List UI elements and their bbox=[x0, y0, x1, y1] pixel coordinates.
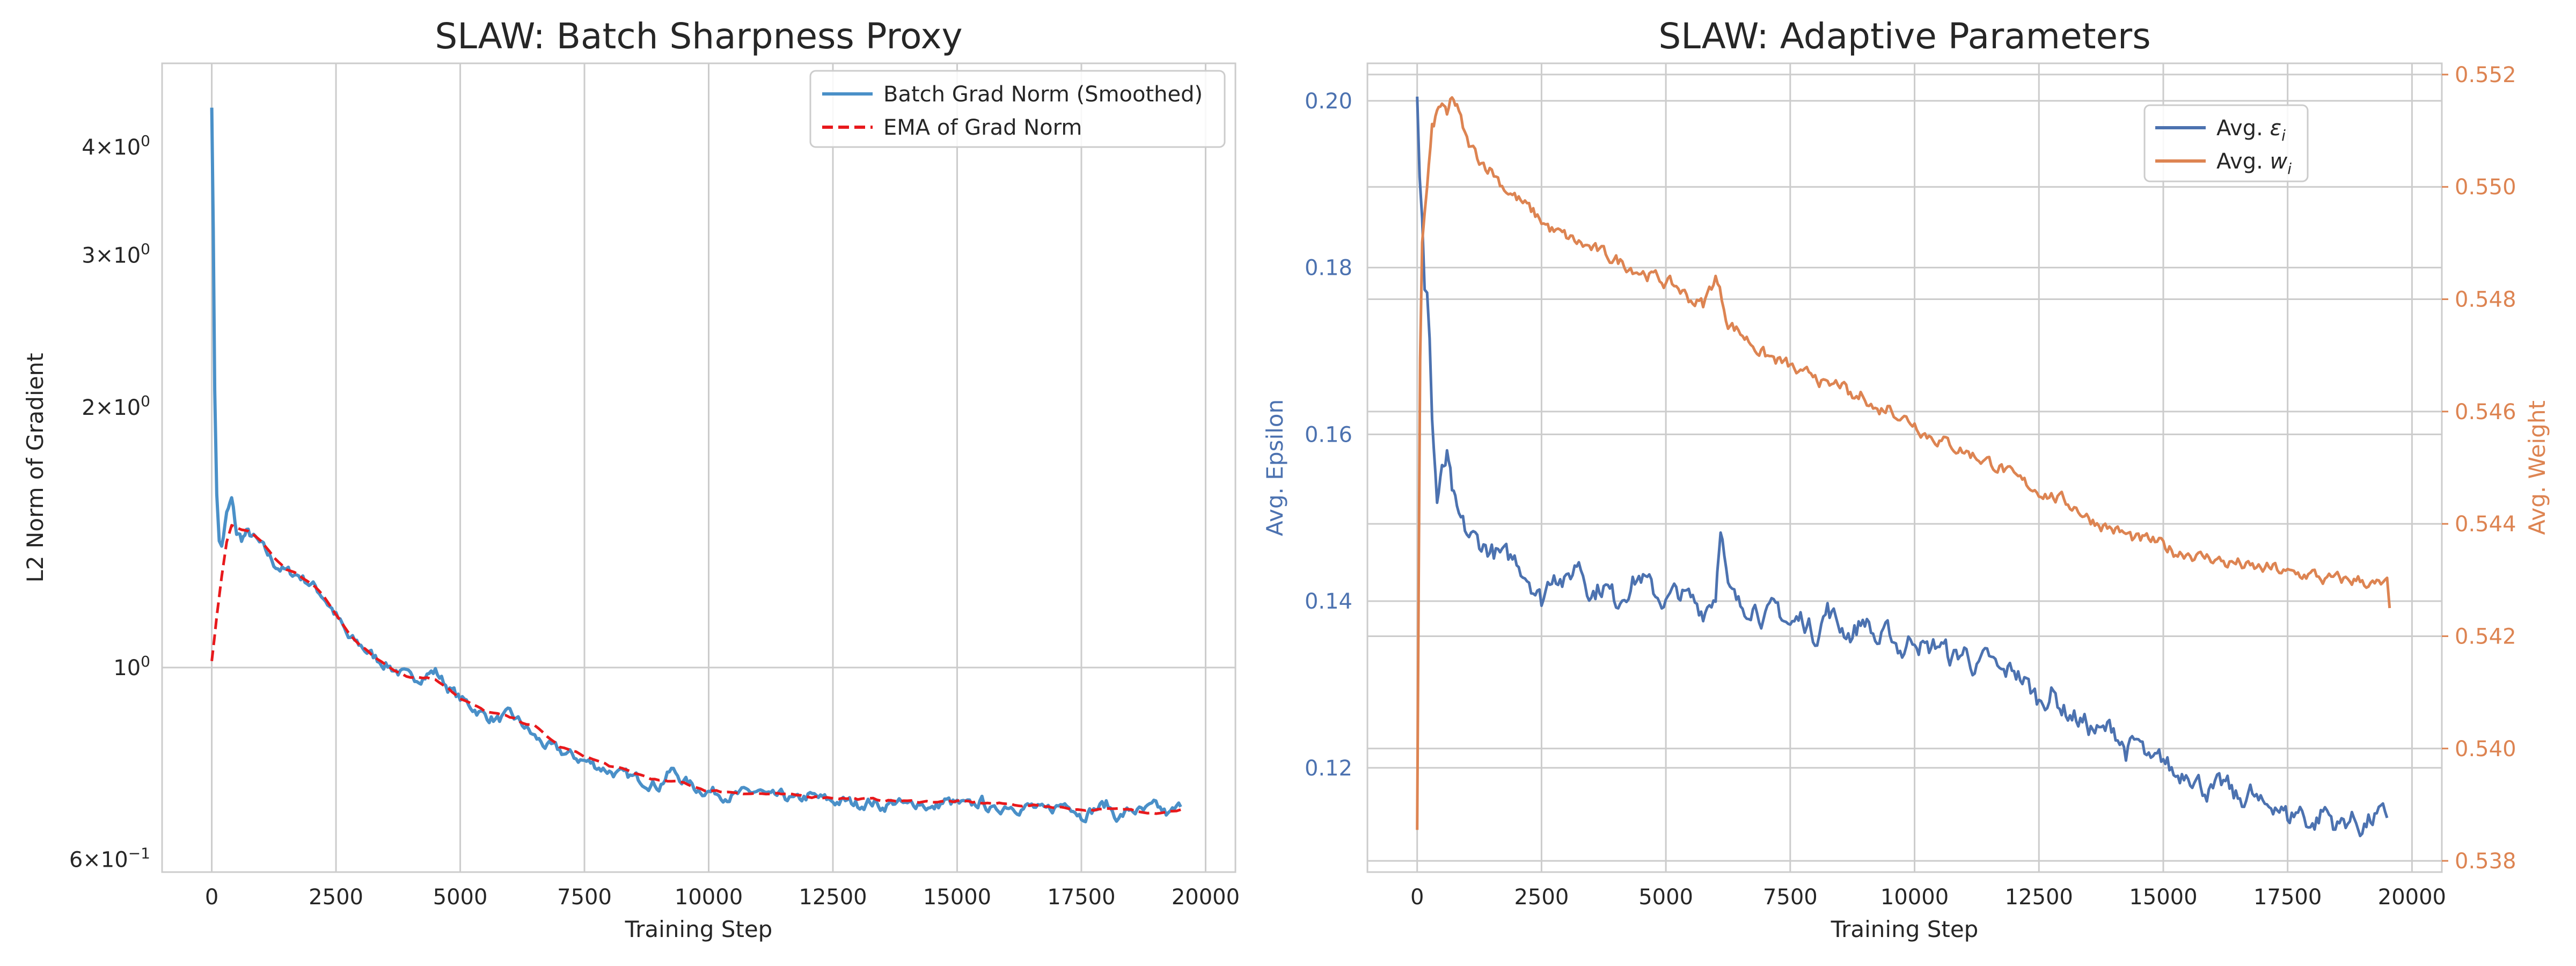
series-lines bbox=[1416, 96, 2391, 838]
y2-tick-label: 0.546 bbox=[2455, 400, 2516, 425]
x-tick-label: 7500 bbox=[557, 885, 612, 910]
grid-lines bbox=[1367, 63, 2442, 872]
chart-batch-sharpness: 0 2500 5000 7500 10000 12500 15000 17500 20000 4… bbox=[22, 16, 1240, 942]
x-tick-label: 0 bbox=[1410, 885, 1424, 910]
legend: Batch Grad Norm (Smoothed) EMA of Grad No… bbox=[809, 70, 1226, 148]
y-tick-labels: 4×100 3×100 2×100 100 6×10−1 bbox=[69, 132, 150, 872]
x-tick-label: 5000 bbox=[1638, 885, 1693, 910]
x-tick-labels: 0 2500 5000 7500 10000 12500 15000 17500 20000 bbox=[205, 885, 1240, 910]
x-tick-label: 17500 bbox=[1047, 885, 1115, 910]
y-axis-label-left: Avg. Epsilon bbox=[1262, 399, 1288, 536]
y-tick-label: 4×100 bbox=[82, 132, 150, 160]
y-tick-label: 0.14 bbox=[1305, 589, 1352, 614]
legend-label: EMA of Grad Norm bbox=[883, 115, 1082, 140]
legend-label: Avg. εi bbox=[2216, 116, 2286, 144]
x-tick-label: 15000 bbox=[923, 885, 991, 910]
plot-frame bbox=[1366, 62, 2443, 873]
x-tick-label: 5000 bbox=[433, 885, 488, 910]
x-tick-label: 2500 bbox=[309, 885, 363, 910]
y-tick-label: 0.16 bbox=[1305, 422, 1352, 447]
y-axis-label: L2 Norm of Gradient bbox=[22, 353, 48, 582]
plot-frame bbox=[161, 62, 1236, 873]
x-tick-label: 2500 bbox=[1514, 885, 1569, 910]
chart-title: SLAW: Adaptive Parameters bbox=[1658, 16, 2150, 57]
x-tick-label: 10000 bbox=[1880, 885, 1949, 910]
chart-title: SLAW: Batch Sharpness Proxy bbox=[435, 16, 962, 57]
x-tick-label: 12500 bbox=[2005, 885, 2073, 910]
x-tick-labels: 0 2500 5000 7500 10000 12500 15000 17500 20000 bbox=[1410, 885, 2446, 910]
series-lines bbox=[210, 107, 1182, 824]
series-line-ema-grad-norm bbox=[210, 524, 1181, 815]
chart-adaptive-parameters: 0 2500 5000 7500 10000 12500 15000 17500 20000 0… bbox=[1262, 16, 2550, 942]
x-tick-label: 20000 bbox=[1172, 885, 1240, 910]
y-tick-label: 100 bbox=[113, 653, 150, 680]
y-tick-label: 0.12 bbox=[1305, 756, 1352, 781]
y2-tick-label: 0.542 bbox=[2455, 624, 2516, 649]
legend-box bbox=[809, 70, 1226, 148]
series-line-avg-weight bbox=[1416, 96, 2391, 830]
y2-tick-label: 0.550 bbox=[2455, 175, 2516, 200]
y-tick-label: 2×100 bbox=[82, 392, 150, 420]
y2-tick-label: 0.552 bbox=[2455, 63, 2516, 87]
x-tick-label: 0 bbox=[205, 885, 218, 910]
legend: Avg. εi Avg. wi bbox=[2143, 104, 2309, 182]
y-tick-label: 6×10−1 bbox=[69, 844, 150, 872]
legend-label: Avg. wi bbox=[2216, 149, 2292, 178]
x-axis-label: Training Step bbox=[625, 916, 773, 942]
y-tick-label: 0.18 bbox=[1305, 256, 1352, 281]
y2-tick-label: 0.548 bbox=[2455, 288, 2516, 312]
y-tick-labels-right: 0.538 0.540 0.542 0.544 0.546 0.548 0.550 0.552 bbox=[2442, 63, 2516, 874]
x-tick-label: 17500 bbox=[2253, 885, 2322, 910]
y-tick-labels-left: 0.12 0.14 0.16 0.18 0.20 bbox=[1305, 89, 1352, 781]
y-tick-label: 0.20 bbox=[1305, 89, 1352, 114]
y2-tick-label: 0.544 bbox=[2455, 512, 2516, 537]
legend-label: Batch Grad Norm (Smoothed) bbox=[883, 82, 1203, 107]
y-tick-label: 3×100 bbox=[82, 240, 150, 268]
series-line-avg-epsilon bbox=[1416, 97, 2389, 838]
x-tick-label: 10000 bbox=[675, 885, 743, 910]
y2-tick-label: 0.540 bbox=[2455, 737, 2516, 762]
x-tick-label: 15000 bbox=[2129, 885, 2197, 910]
x-tick-label: 12500 bbox=[799, 885, 867, 910]
y2-tick-label: 0.538 bbox=[2455, 849, 2516, 874]
x-axis-label: Training Step bbox=[1831, 916, 1979, 942]
grid-lines bbox=[162, 63, 1235, 872]
x-tick-label: 20000 bbox=[2378, 885, 2446, 910]
y-axis-label-right: Avg. Weight bbox=[2524, 400, 2550, 535]
series-line-batch-grad-norm bbox=[210, 107, 1182, 824]
x-tick-label: 7500 bbox=[1763, 885, 1818, 910]
